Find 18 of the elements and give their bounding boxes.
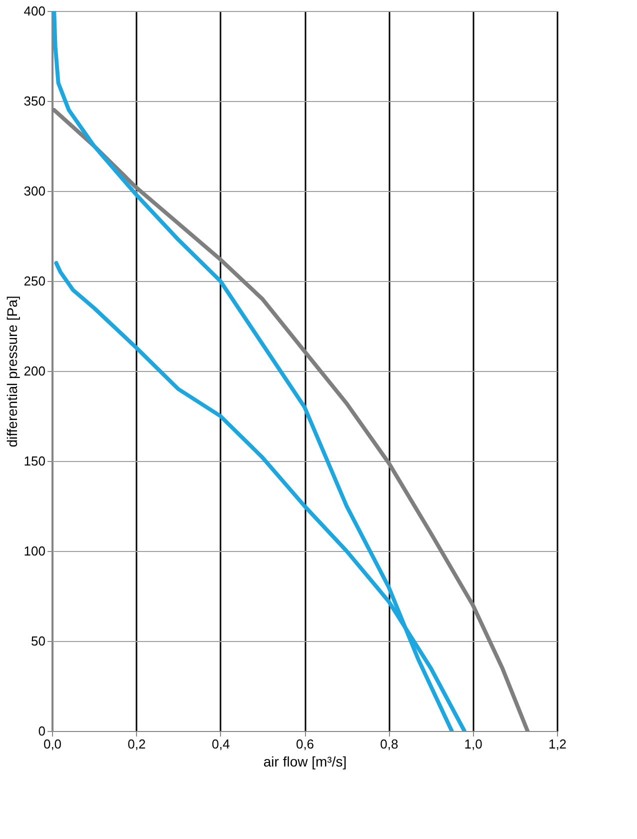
x-axis-title: air flow [m³/s] [263, 754, 347, 770]
y-tick-label: 200 [24, 364, 46, 378]
y-tick-label: 300 [24, 184, 46, 198]
y-tick-label: 250 [24, 274, 46, 288]
x-tick-label: 1,0 [464, 736, 482, 752]
y-tick-label: 50 [31, 634, 46, 648]
y-tick-label: 350 [24, 94, 46, 108]
x-tick-label: 1,2 [548, 736, 567, 752]
y-tick-label: 400 [24, 4, 46, 18]
x-tick-label: 0,6 [296, 736, 314, 752]
x-tick-label: 0,2 [128, 736, 146, 752]
y-tick-label: 0 [38, 724, 46, 738]
x-tick-label: 0,0 [43, 736, 62, 752]
y-tick-label: 150 [24, 454, 46, 468]
x-tick-label: 0,4 [212, 736, 230, 752]
y-tick-label: 100 [24, 544, 46, 558]
x-tick-label: 0,8 [380, 736, 398, 752]
y-axis-title: differential pressure [Pa] [4, 296, 20, 448]
